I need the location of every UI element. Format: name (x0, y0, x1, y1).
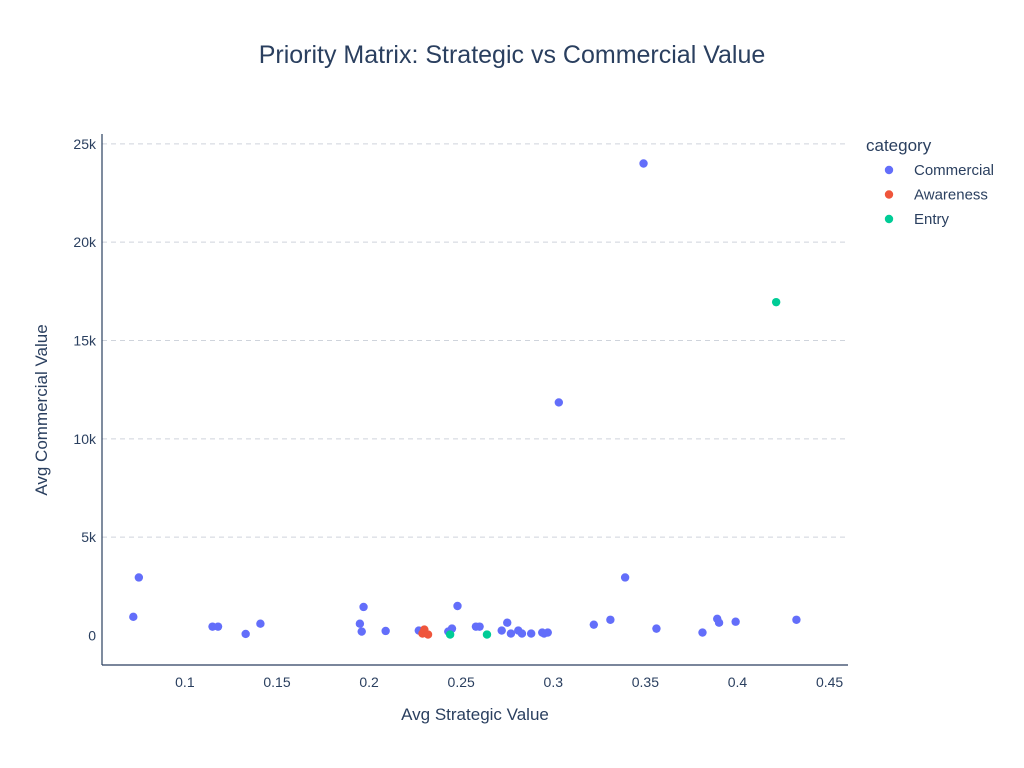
legend-marker (884, 214, 894, 224)
data-point[interactable] (517, 629, 527, 638)
data-point[interactable] (771, 297, 781, 307)
data-point[interactable] (731, 617, 740, 626)
series-commercial (129, 159, 801, 639)
y-tick-label: 25k (73, 136, 97, 152)
data-point[interactable] (241, 629, 250, 639)
data-point[interactable] (355, 619, 365, 628)
data-point[interactable] (497, 626, 506, 635)
data-point[interactable] (357, 627, 366, 636)
data-point[interactable] (423, 630, 433, 639)
legend-label[interactable]: Awareness (914, 187, 988, 204)
data-point[interactable] (134, 573, 144, 582)
y-tick-label: 10k (73, 431, 97, 447)
y-tick-label: 5k (81, 529, 97, 545)
data-point[interactable] (589, 620, 599, 629)
data-point[interactable] (381, 626, 390, 636)
legend-marker (884, 190, 894, 199)
x-axis-title: Avg Strategic Value (401, 705, 549, 724)
x-tick-label: 0.15 (263, 674, 290, 690)
data-point[interactable] (792, 615, 801, 624)
y-tick-label: 15k (73, 333, 97, 349)
data-point[interactable] (482, 630, 492, 639)
legend-marker (884, 165, 894, 175)
data-point[interactable] (256, 619, 265, 628)
data-point[interactable] (453, 601, 462, 611)
data-point[interactable] (652, 624, 661, 633)
chart-title: Priority Matrix: Strategic vs Commercial… (259, 41, 766, 69)
data-point[interactable] (543, 628, 552, 637)
legend: category Commercial Awareness Entry (866, 136, 994, 228)
legend-title: category (866, 136, 932, 155)
data-point[interactable] (445, 630, 455, 639)
legend-label[interactable]: Entry (914, 211, 950, 228)
x-tick-label: 0.25 (448, 674, 475, 690)
data-point[interactable] (620, 573, 630, 582)
data-point[interactable] (639, 159, 648, 168)
data-point[interactable] (714, 618, 724, 627)
data-point[interactable] (503, 618, 512, 627)
x-tick-label: 0.2 (359, 674, 379, 690)
data-point[interactable] (213, 622, 223, 631)
x-tick-label: 0.1 (175, 674, 195, 690)
data-point[interactable] (698, 628, 707, 637)
data-point[interactable] (475, 622, 484, 631)
y-axis-title: Avg Commercial Value (32, 324, 51, 495)
series-entry (445, 297, 781, 639)
data-points (129, 159, 801, 639)
axes: 0 5k 10k 15k 20k 25k 0.1 0.15 0.2 0.25 0.3 0.35 0.4 0… (73, 134, 848, 690)
data-point[interactable] (606, 615, 615, 624)
y-tick-label: 0 (88, 628, 96, 644)
series-awareness (418, 625, 433, 639)
y-tick-label: 20k (73, 234, 97, 250)
data-point[interactable] (129, 612, 138, 622)
data-point[interactable] (359, 602, 368, 612)
x-tick-label: 0.45 (816, 674, 843, 690)
x-tick-label: 0.4 (728, 674, 748, 690)
x-tick-label: 0.3 (544, 674, 564, 690)
data-point[interactable] (554, 398, 564, 407)
data-point[interactable] (526, 629, 536, 638)
gridlines (102, 143, 848, 538)
x-tick-label: 0.35 (632, 674, 659, 690)
data-point[interactable] (506, 629, 516, 638)
legend-label[interactable]: Commercial (914, 162, 994, 179)
